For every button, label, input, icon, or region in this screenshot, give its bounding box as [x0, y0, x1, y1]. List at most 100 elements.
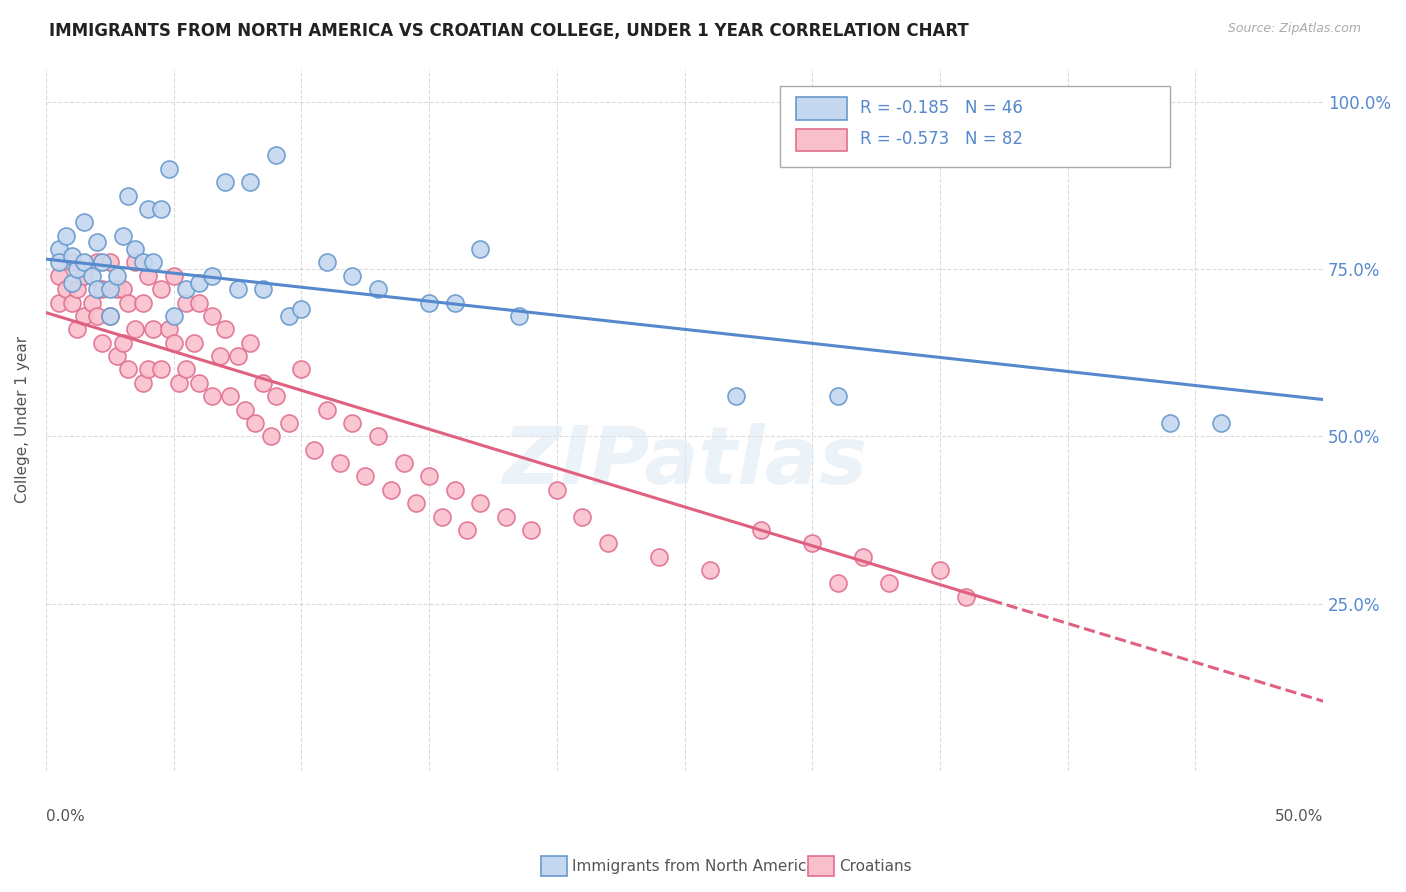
Point	[201, 389, 224, 403]
Point	[546, 483, 568, 497]
Point	[136, 202, 159, 216]
Point	[107, 268, 129, 283]
Point	[955, 590, 977, 604]
Point	[55, 282, 77, 296]
Point	[443, 483, 465, 497]
Point	[124, 242, 146, 256]
Point	[827, 576, 849, 591]
Point	[163, 268, 186, 283]
Point	[929, 563, 952, 577]
Point	[73, 255, 96, 269]
Point	[316, 402, 339, 417]
Point	[124, 322, 146, 336]
Point	[418, 469, 440, 483]
FancyBboxPatch shape	[796, 97, 846, 120]
Point	[98, 282, 121, 296]
Point	[877, 576, 900, 591]
Point	[86, 235, 108, 250]
Point	[188, 295, 211, 310]
Point	[342, 268, 364, 283]
Point	[124, 255, 146, 269]
FancyBboxPatch shape	[780, 86, 1170, 167]
Point	[342, 416, 364, 430]
Point	[60, 249, 83, 263]
Point	[91, 335, 114, 350]
Point	[86, 309, 108, 323]
Point	[73, 215, 96, 229]
Point	[107, 349, 129, 363]
Point	[264, 389, 287, 403]
Point	[176, 362, 198, 376]
Text: 0.0%: 0.0%	[46, 809, 84, 824]
Point	[252, 282, 274, 296]
Point	[290, 302, 312, 317]
Point	[188, 276, 211, 290]
Point	[73, 309, 96, 323]
Point	[80, 295, 103, 310]
Point	[117, 188, 139, 202]
Point	[98, 309, 121, 323]
Point	[117, 362, 139, 376]
Point	[1209, 416, 1232, 430]
Point	[277, 309, 299, 323]
Point	[214, 175, 236, 189]
Point	[91, 282, 114, 296]
Point	[111, 335, 134, 350]
Point	[239, 175, 262, 189]
Point	[157, 161, 180, 176]
Point	[188, 376, 211, 390]
Point	[60, 295, 83, 310]
Point	[316, 255, 339, 269]
Point	[749, 523, 772, 537]
Point	[233, 402, 256, 417]
Text: R = -0.185   N = 46: R = -0.185 N = 46	[859, 99, 1022, 117]
Text: Source: ZipAtlas.com: Source: ZipAtlas.com	[1227, 22, 1361, 36]
Point	[149, 202, 172, 216]
Point	[801, 536, 824, 550]
Text: R = -0.573   N = 82: R = -0.573 N = 82	[859, 130, 1022, 148]
Point	[596, 536, 619, 550]
Point	[380, 483, 402, 497]
Point	[117, 295, 139, 310]
Point	[520, 523, 543, 537]
Point	[470, 496, 492, 510]
Point	[418, 295, 440, 310]
Point	[55, 228, 77, 243]
Point	[219, 389, 242, 403]
Point	[302, 442, 325, 457]
Point	[264, 148, 287, 162]
Point	[260, 429, 283, 443]
Point	[208, 349, 231, 363]
Point	[73, 268, 96, 283]
Text: Immigrants from North America: Immigrants from North America	[572, 859, 815, 873]
Point	[495, 509, 517, 524]
Point	[98, 309, 121, 323]
Point	[214, 322, 236, 336]
Point	[183, 335, 205, 350]
Point	[65, 322, 87, 336]
Point	[60, 276, 83, 290]
Point	[142, 255, 165, 269]
FancyBboxPatch shape	[796, 129, 846, 152]
Point	[367, 429, 389, 443]
Point	[48, 255, 70, 269]
Point	[648, 549, 671, 564]
Point	[852, 549, 875, 564]
Point	[132, 376, 155, 390]
Point	[176, 295, 198, 310]
Point	[405, 496, 427, 510]
Point	[48, 268, 70, 283]
Point	[48, 295, 70, 310]
Point	[107, 282, 129, 296]
Point	[508, 309, 530, 323]
Text: Croatians: Croatians	[839, 859, 912, 873]
Point	[329, 456, 352, 470]
Point	[470, 242, 492, 256]
Point	[65, 282, 87, 296]
Point	[80, 268, 103, 283]
Point	[277, 416, 299, 430]
Point	[239, 335, 262, 350]
Point	[157, 322, 180, 336]
Point	[290, 362, 312, 376]
Point	[245, 416, 267, 430]
